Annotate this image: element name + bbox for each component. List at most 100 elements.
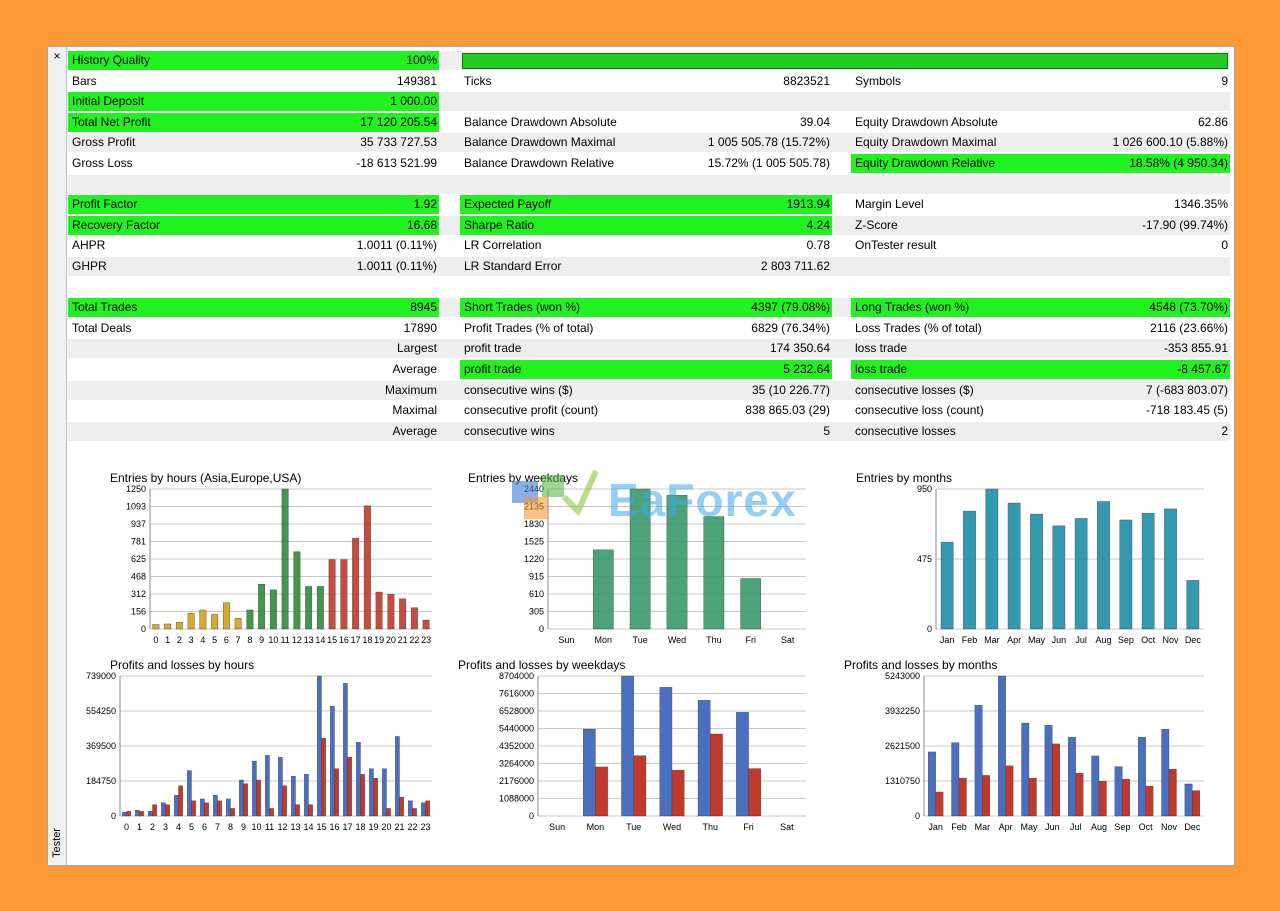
report-label: consecutive losses	[855, 423, 956, 438]
strategy-tester-window: × Tester History Quality 100% Bars 149381 Ti…	[47, 46, 1235, 866]
x-tick-label: 16	[329, 822, 339, 832]
profit-bar	[395, 736, 400, 817]
bar	[187, 613, 195, 630]
report-row: Gross Loss -18 613 521.99 Balance Drawdown…	[68, 154, 1230, 173]
report-value: 1.0011 (0.11%)	[356, 238, 437, 253]
profit-bar	[1021, 722, 1030, 817]
x-tick-label: Jul	[1070, 822, 1082, 832]
y-tick-label: 3264000	[499, 759, 534, 769]
x-tick-label: 5	[212, 635, 217, 645]
y-tick-label: 1525	[524, 537, 544, 547]
loss-bar	[399, 796, 404, 817]
profit-bar	[408, 800, 413, 817]
y-tick-label: 1093	[126, 502, 146, 512]
report-cell: Profit Factor 1.92	[68, 195, 439, 215]
loss-bar	[178, 785, 183, 817]
x-tick-label: Fri	[743, 822, 754, 832]
x-tick-label: Dec	[1184, 822, 1201, 832]
report-cell: Average	[68, 422, 439, 441]
chart-pl-by-months: Profits and losses by months 5243000 39322…	[836, 658, 1208, 838]
profit-bar	[697, 700, 711, 817]
bar	[963, 510, 976, 630]
profit-bar	[583, 728, 596, 817]
x-tick-label: 20	[386, 635, 396, 645]
x-tick-label: 2	[177, 635, 182, 645]
y-tick-label: 8704000	[499, 671, 534, 681]
bar	[666, 495, 688, 630]
report-label: Equity Drawdown Relative	[855, 156, 996, 170]
report-value: 100%	[406, 53, 437, 67]
loss-bar	[1028, 777, 1037, 817]
report-cell: Initial Deposit 1 000.00	[68, 92, 439, 112]
report-label: loss trade	[855, 341, 908, 356]
x-tick-label: Aug	[1095, 635, 1111, 645]
x-tick-label: Sat	[781, 635, 795, 645]
report-cell: Total Deals 17890	[68, 319, 439, 338]
report-cell: loss trade -353 855.91	[851, 339, 1230, 358]
report-row: GHPR 1.0011 (0.11%) LR Standard Error 2 803…	[68, 257, 1230, 276]
x-tick-label: Sep	[1118, 635, 1134, 645]
bar	[246, 609, 254, 630]
report-cell: Average	[68, 360, 439, 379]
report-cell: Largest	[68, 339, 439, 358]
report-value: 5 232.64	[783, 362, 830, 376]
x-tick-label: 0	[153, 635, 158, 645]
bar	[387, 594, 395, 630]
x-tick-label: Sep	[1114, 822, 1130, 832]
x-tick-label: Wed	[663, 822, 681, 832]
bar	[175, 622, 183, 630]
report-cell: Equity Drawdown Relative 18.58% (4 950.34…	[851, 154, 1230, 173]
report-row: Average profit trade 5 232.64 loss trade -8 …	[68, 360, 1230, 379]
tester-tab-label[interactable]: Tester	[51, 828, 63, 858]
x-tick-label: Thu	[703, 822, 719, 832]
loss-bar	[1192, 790, 1200, 817]
x-tick-label: Oct	[1141, 635, 1156, 645]
profit-bar	[928, 751, 936, 817]
report-cell: Loss Trades (% of total) 2116 (23.66%)	[851, 319, 1230, 338]
chart-entries-by-months: Entries by months 950 475 0 Jan Feb Mar Apr May J…	[848, 471, 1208, 651]
report-cell: Sharpe Ratio 4.24	[460, 215, 832, 235]
report-value: -17.90 (99.74%)	[1141, 217, 1228, 232]
report-value: 39.04	[799, 114, 830, 129]
x-tick-label: 12	[292, 635, 302, 645]
x-tick-label: Jan	[940, 635, 955, 645]
x-tick-label: 0	[124, 822, 129, 832]
report-cell: Expected Payoff 1913.94	[460, 195, 832, 215]
y-tick-label: 0	[927, 624, 932, 634]
x-tick-label: Dec	[1185, 635, 1202, 645]
x-tick-label: Jun	[1052, 635, 1067, 645]
y-tick-label: 184750	[86, 776, 116, 786]
x-tick-label: Jan	[928, 822, 943, 832]
report-cell: Balance Drawdown Maximal 1 005 505.78 (15…	[460, 133, 832, 152]
y-tick-label: 305	[529, 607, 544, 617]
report-cell: consecutive losses 2	[851, 422, 1230, 441]
report-value: 5	[823, 423, 830, 438]
report-value: 1 026 600.10 (5.88%)	[1112, 135, 1228, 150]
y-tick-label: 3932250	[885, 706, 920, 716]
report-label: Balance Drawdown Absolute	[464, 114, 617, 129]
y-tick-label: 4352000	[499, 741, 534, 751]
y-tick-label: 5243000	[885, 671, 920, 681]
bar	[1074, 518, 1088, 630]
report-label: LR Correlation	[464, 238, 542, 253]
y-tick-label: 468	[131, 572, 146, 582]
report-cell: Z-Score -17.90 (99.74%)	[851, 216, 1230, 235]
report-cell: Symbols 9	[851, 72, 1230, 91]
bar	[1052, 525, 1066, 630]
x-tick-label: Sun	[558, 635, 574, 645]
report-row: Initial Deposit 1 000.00	[68, 92, 1230, 112]
bar	[281, 488, 289, 630]
loss-bar	[230, 808, 235, 817]
x-tick-label: Aug	[1091, 822, 1107, 832]
report-row: Maximum consecutive wins ($) 35 (10 226.77…	[68, 380, 1230, 400]
close-icon[interactable]: ×	[53, 49, 61, 63]
profit-bar	[1184, 783, 1193, 817]
x-tick-label: 9	[241, 822, 246, 832]
x-tick-label: Feb	[962, 635, 978, 645]
x-tick-label: 6	[202, 822, 207, 832]
loss-bar	[748, 768, 761, 817]
y-tick-label: 0	[141, 624, 146, 634]
x-tick-label: 10	[251, 822, 261, 832]
